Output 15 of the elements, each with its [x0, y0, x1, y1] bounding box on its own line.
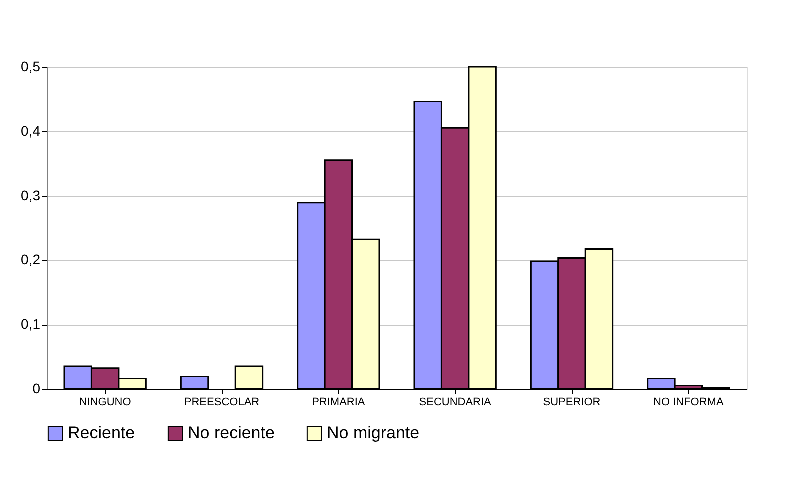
y-tick-label: 0,4 — [21, 122, 41, 139]
x-tick-label: NINGUNO — [79, 396, 132, 408]
x-tick-label: PRIMARIA — [312, 396, 366, 408]
y-tick-label: 0,2 — [21, 252, 41, 268]
legend-label: No reciente — [188, 424, 275, 443]
legend-label: Reciente — [68, 424, 136, 443]
x-tick-label: SECUNDARIA — [419, 396, 492, 408]
x-tick-label: PREESCOLAR — [184, 396, 260, 408]
y-tick-label: 0,1 — [21, 316, 41, 332]
x-tick-label: NO INFORMA — [654, 396, 724, 408]
y-tick-label: 0,3 — [21, 187, 41, 204]
x-tick-label: SUPERIOR — [543, 396, 601, 408]
y-tick-label: 0,5 — [21, 58, 41, 74]
legend-label: No migrante — [327, 424, 420, 443]
y-tick-label: 0 — [32, 380, 41, 396]
